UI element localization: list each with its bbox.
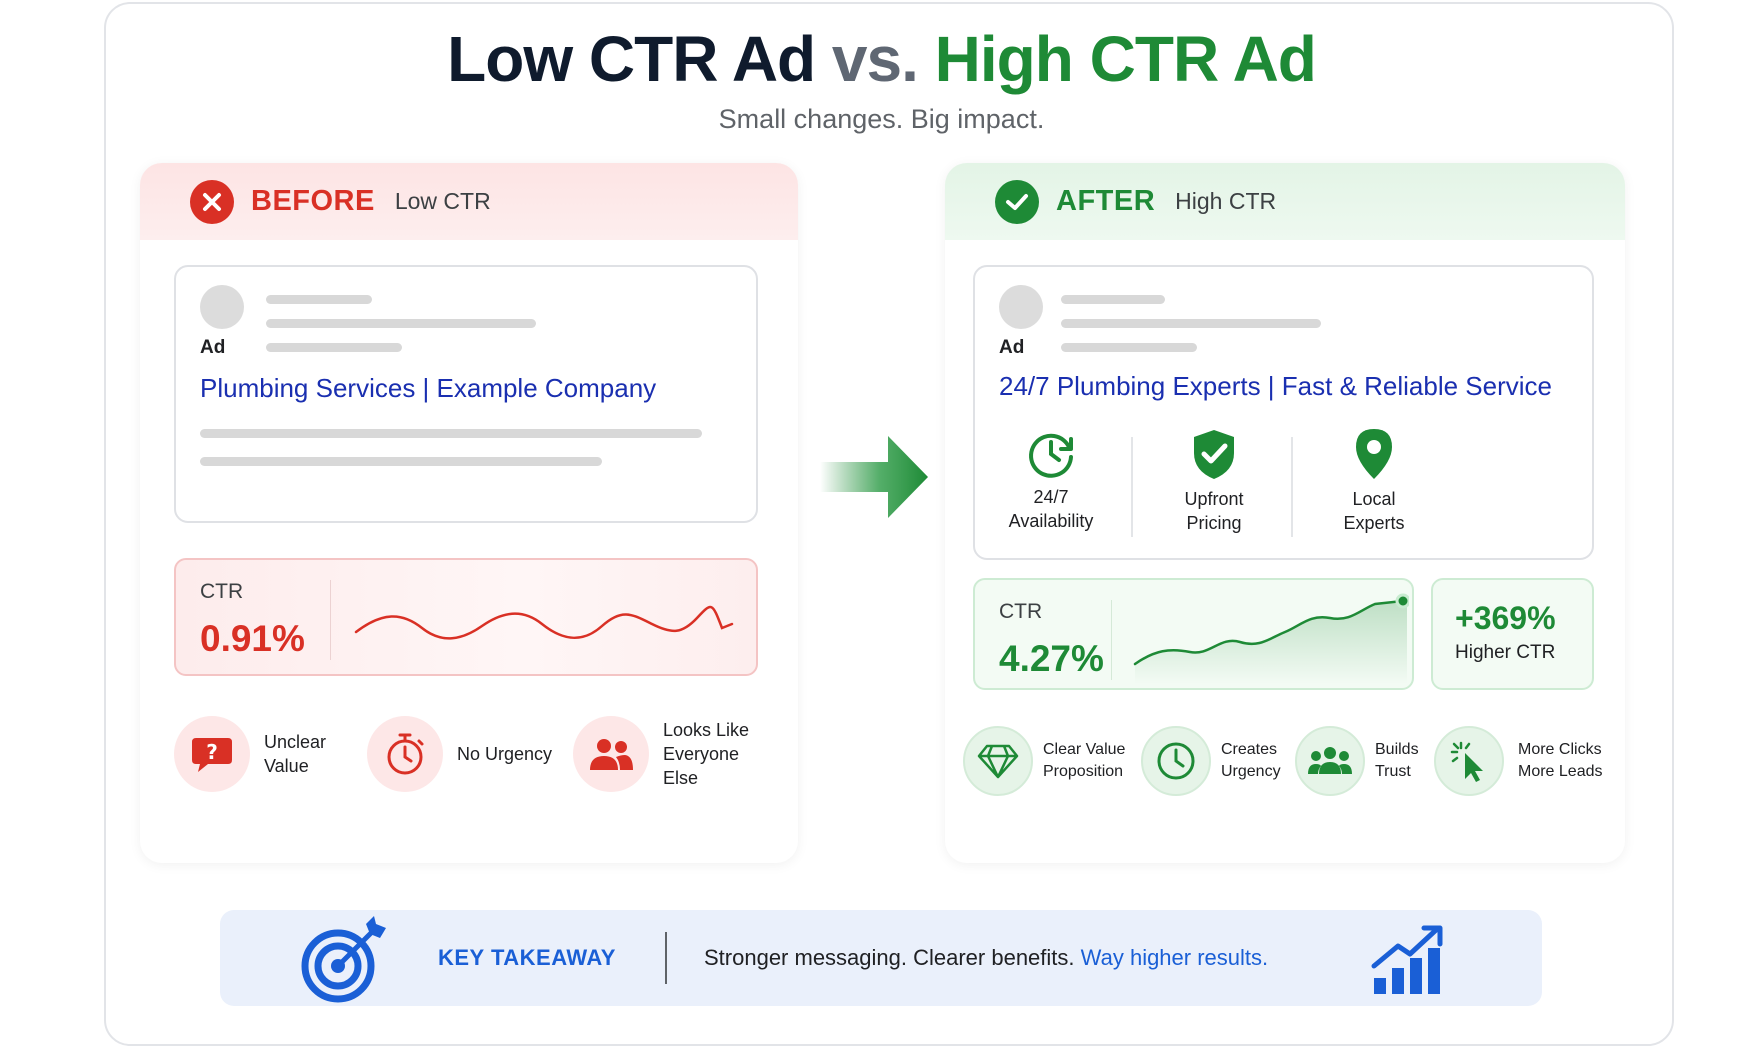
map-pin-icon [1356,429,1392,479]
issue-text: Looks Like [663,720,750,740]
issue-looks-like-everyone: Looks Like Everyone Else [573,716,749,792]
issue-text: Else [663,768,699,788]
before-ad-mock: Ad Plumbing Services | Example Company [174,265,758,523]
target-icon [301,916,386,1003]
feature-availability: 24/7 Availability [976,427,1126,533]
divider [330,580,331,660]
benefit-builds-trust: Builds Trust [1295,726,1419,796]
divider [1111,600,1112,680]
arrow-right-icon [820,436,928,518]
benefit-text: Clear Value [1043,741,1126,758]
before-label: BEFORE [251,185,375,217]
stopwatch-icon [367,716,443,792]
check-circle-icon [995,179,1039,224]
issue-unclear-value: ? Unclear Value [174,716,326,792]
x-circle-icon [190,179,234,224]
takeaway-highlight: Way higher results. [1080,945,1269,970]
issue-text: Value [264,756,309,776]
benefit-text: Trust [1375,763,1411,780]
after-ad-headline[interactable]: 24/7 Plumbing Experts | Fast & Reliable … [999,371,1553,401]
ad-tag: Ad [999,337,1025,358]
before-header: BEFORE Low CTR [140,163,798,240]
feature-local-experts: Local Experts [1299,427,1449,535]
placeholder-line [266,343,402,352]
clock-icon [1029,433,1073,478]
placeholder-line [200,429,702,438]
issue-text: No Urgency [457,744,553,764]
divider [1291,437,1293,537]
issue-no-urgency: No Urgency [367,716,552,792]
ctr-uplift-box: +369% Higher CTR [1431,578,1594,690]
benefit-more-clicks: More Clicks More Leads [1434,726,1603,796]
feature-text: Upfront [1184,489,1244,509]
before-ctr-box: CTR 0.91% [174,558,758,676]
takeaway-message: Stronger messaging. Clearer benefits. Wa… [704,945,1268,971]
benefit-text: Urgency [1221,763,1281,780]
svg-text:?: ? [206,740,218,764]
placeholder-line [266,295,372,304]
takeaway-text: Stronger messaging. Clearer benefits. [704,945,1075,970]
placeholder-line [200,457,602,466]
uplift-label: Higher CTR [1455,642,1556,663]
key-takeaway-banner: KEY TAKEAWAY Stronger messaging. Clearer… [220,910,1542,1006]
before-ctr-value: 0.91% [200,618,305,659]
flat-ctr-sparkline [354,606,734,640]
title-vs: vs. [831,23,919,95]
cursor-click-icon [1434,726,1504,796]
before-ad-headline[interactable]: Plumbing Services | Example Company [200,373,657,403]
diamond-icon [963,726,1033,796]
after-ad-mock: Ad 24/7 Plumbing Experts | Fast & Reliab… [973,265,1594,560]
after-ctr-box: CTR 4.27% [973,578,1414,690]
divider [665,932,667,984]
uplift-value: +369% [1455,600,1556,636]
benefit-text: Creates [1221,741,1278,758]
group-icon [1295,726,1365,796]
placeholder-line [266,319,536,328]
after-header: AFTER High CTR [945,163,1625,240]
after-label: AFTER [1056,185,1156,217]
ctr-label: CTR [200,580,244,603]
people-icon [573,716,649,792]
issue-text: Unclear [264,732,327,752]
feature-text: Availability [1008,511,1094,531]
page-title: Low CTR Ad vs. High CTR Ad [0,22,1763,96]
ad-avatar [999,285,1043,329]
after-sublabel: High CTR [1175,188,1277,214]
growth-bar-chart-icon [1371,925,1443,994]
benefit-text: More Clicks [1518,741,1602,758]
feature-text: Local [1352,489,1396,509]
divider [1131,437,1133,537]
feature-text: 24/7 [1033,487,1069,507]
before-sublabel: Low CTR [394,188,491,214]
clock-icon [1141,726,1211,796]
benefit-creates-urgency: Creates Urgency [1141,726,1281,796]
benefit-text: Builds [1375,741,1419,758]
after-ctr-value: 4.27% [999,638,1104,679]
title-low: Low CTR Ad [447,23,816,95]
feature-pricing: Upfront Pricing [1139,427,1289,535]
feature-text: Pricing [1186,513,1242,533]
title-high: High CTR Ad [934,23,1317,95]
takeaway-title: KEY TAKEAWAY [438,945,616,970]
benefit-text: More Leads [1518,763,1603,780]
ctr-label: CTR [999,600,1043,623]
feature-text: Experts [1343,513,1405,533]
placeholder-line [1061,319,1321,328]
placeholder-line [1061,295,1165,304]
question-bubble-icon: ? [174,716,250,792]
rising-ctr-sparkline [1133,593,1409,684]
issue-text: Everyone [663,744,740,764]
ad-avatar [200,285,244,329]
page-subtitle: Small changes. Big impact. [718,104,1045,134]
ad-tag: Ad [200,337,226,358]
placeholder-line [1061,343,1197,352]
benefit-clear-value: Clear Value Proposition [963,726,1125,796]
benefit-text: Proposition [1043,763,1124,780]
shield-check-icon [1194,430,1234,479]
feature-list: 24/7 Availability Upfront Pricing Local [975,427,1592,547]
